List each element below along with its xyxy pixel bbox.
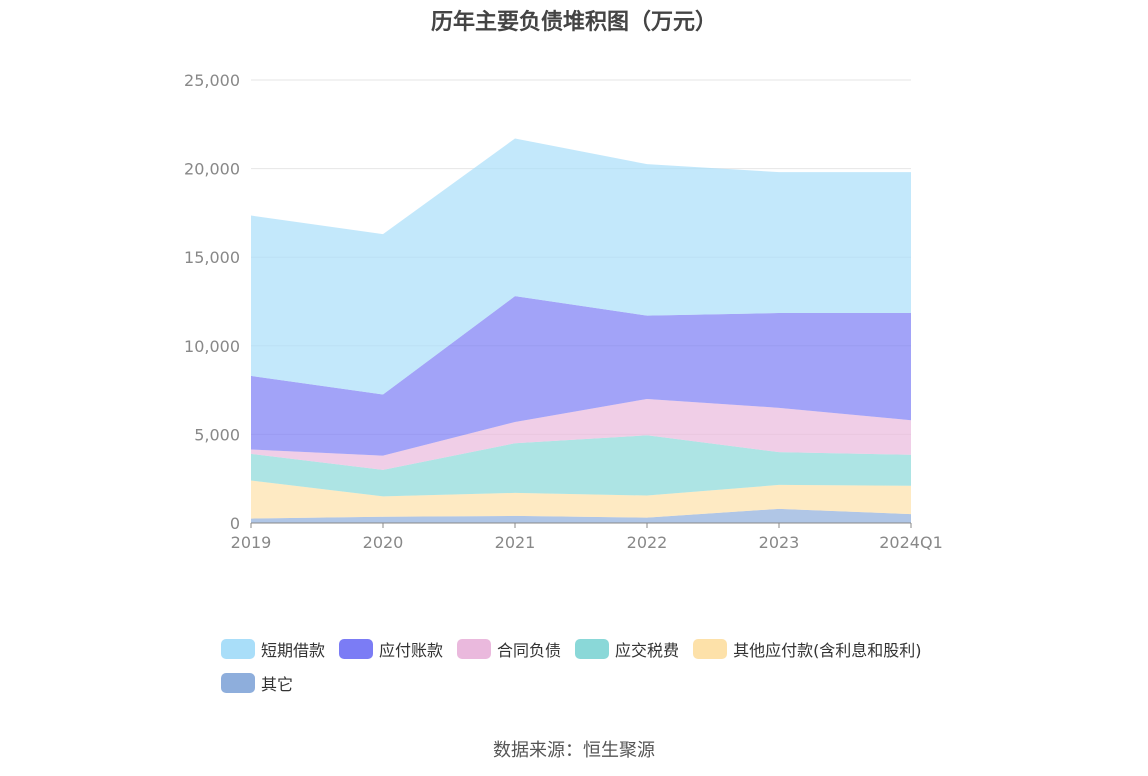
legend-item[interactable]: 其他应付款(含利息和股利) bbox=[693, 638, 922, 660]
y-tick-label: 0 bbox=[230, 514, 240, 533]
legend-swatch bbox=[575, 639, 610, 659]
y-tick-label: 5,000 bbox=[194, 425, 240, 444]
legend-label: 其它 bbox=[261, 675, 294, 694]
y-tick-label: 10,000 bbox=[184, 337, 240, 356]
area-短期借款 bbox=[251, 138, 911, 395]
legend-item[interactable]: 合同负债 bbox=[457, 638, 561, 660]
legend-item[interactable]: 应付账款 bbox=[339, 638, 443, 660]
y-tick-label: 25,000 bbox=[184, 71, 240, 90]
legend-swatch bbox=[339, 639, 374, 659]
legend-label: 合同负债 bbox=[497, 641, 562, 660]
area-合同负债 bbox=[251, 398, 911, 470]
legend: 短期借款 应付账款 合同负债 应交税费 其他应付款(含利息和股利) 其它 bbox=[221, 638, 961, 706]
legend-swatch bbox=[221, 639, 255, 659]
legend-label: 应付账款 bbox=[379, 641, 444, 660]
x-tick-label: 2019 bbox=[231, 533, 272, 552]
x-axis: 2019 2020 2021 2022 2023 2024Q1 bbox=[231, 522, 943, 552]
area-其他应付款(含利息和股利) bbox=[251, 480, 911, 519]
x-tick-label: 2023 bbox=[759, 533, 800, 552]
legend-item[interactable]: 短期借款 bbox=[221, 638, 325, 660]
x-tick-label: 2024Q1 bbox=[879, 533, 943, 552]
x-tick-label: 2022 bbox=[627, 533, 668, 552]
y-tick-label: 15,000 bbox=[184, 248, 240, 267]
legend-label: 应交税费 bbox=[615, 641, 680, 660]
legend-label: 短期借款 bbox=[261, 641, 326, 660]
area-其它 bbox=[251, 508, 911, 523]
x-tick-label: 2021 bbox=[495, 533, 536, 552]
legend-item[interactable]: 其它 bbox=[221, 672, 293, 694]
area-应交税费 bbox=[251, 435, 911, 497]
x-tick-label: 2020 bbox=[363, 533, 404, 552]
chart-title: 历年主要负债堆积图（万元） bbox=[430, 10, 717, 35]
legend-swatch bbox=[693, 639, 728, 659]
legend-swatch bbox=[457, 639, 492, 659]
data-source: 数据来源：恒生聚源 bbox=[493, 740, 655, 761]
y-axis-ticks: 0 5,000 10,000 15,000 20,000 25,000 bbox=[184, 71, 240, 533]
area-series bbox=[251, 138, 911, 523]
legend-label: 其他应付款(含利息和股利) bbox=[733, 641, 922, 660]
y-tick-label: 20,000 bbox=[184, 160, 240, 179]
area-应付账款 bbox=[251, 296, 911, 456]
legend-swatch bbox=[221, 673, 255, 693]
legend-item[interactable]: 应交税费 bbox=[575, 638, 679, 660]
